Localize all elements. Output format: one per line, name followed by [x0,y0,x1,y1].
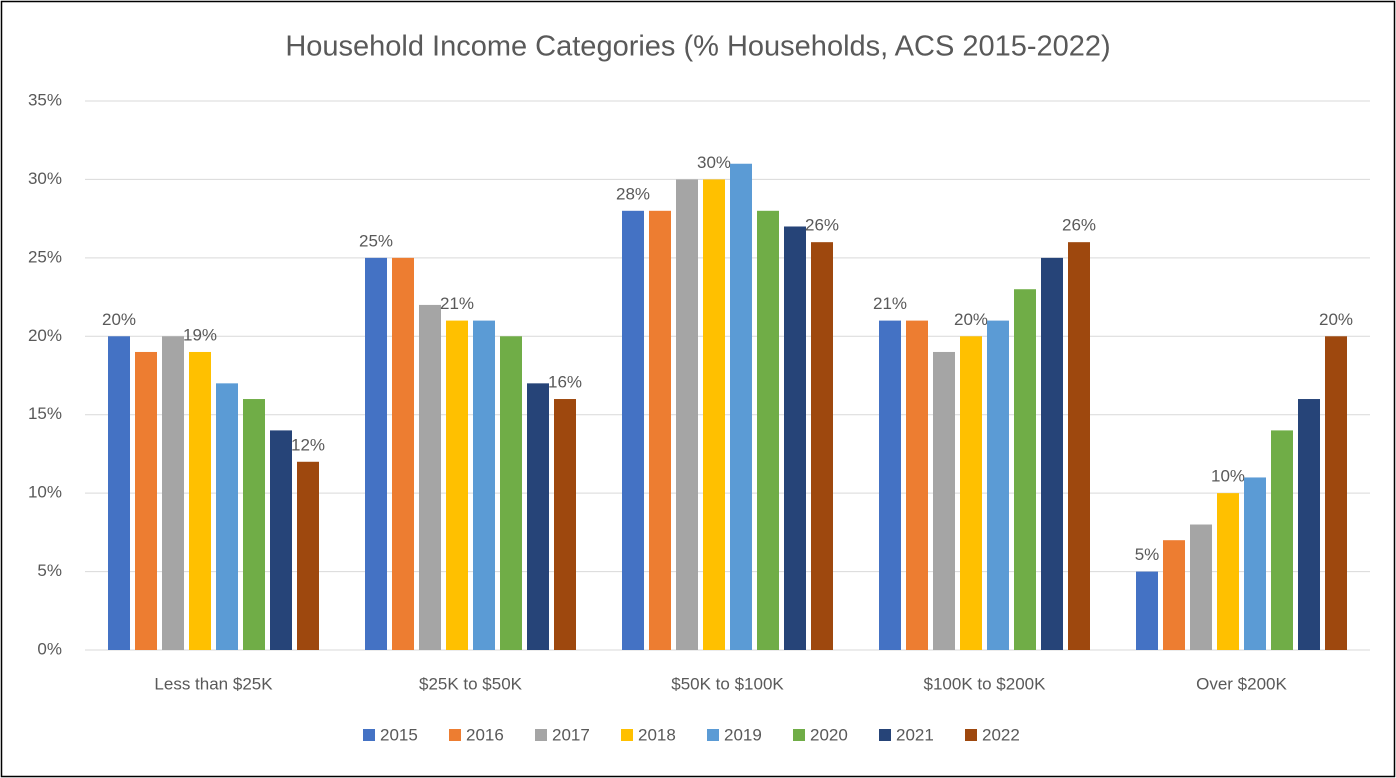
bar [1068,242,1090,650]
legend-swatch [879,729,891,741]
legend-swatch [449,729,461,741]
bar [676,179,698,650]
bar [784,226,806,650]
bar [392,257,414,650]
bar [446,320,468,650]
chart-title: Household Income Categories (% Household… [285,31,1110,63]
data-label: 21% [440,294,474,313]
x-tick-label: $100K to $200K [924,674,1047,693]
y-tick-label: 15% [28,404,62,423]
legend-swatch [621,729,633,741]
legend-swatch [793,729,805,741]
y-tick-label: 35% [28,90,62,109]
data-label: 20% [1319,310,1353,329]
data-label: 30% [697,153,731,172]
bar [500,336,522,650]
bar [703,179,725,650]
bar [554,399,576,650]
legend-swatch [707,729,719,741]
data-label: 16% [548,373,582,392]
y-tick-label: 25% [28,247,62,266]
legend-swatch [535,729,547,741]
bar [270,430,292,650]
bar [108,336,130,650]
y-tick-label: 5% [37,561,62,580]
legend-label: 2020 [810,725,848,744]
legend-label: 2019 [724,725,762,744]
legend-label: 2018 [638,725,676,744]
y-tick-label: 10% [28,483,62,502]
bar [757,210,779,651]
legend-label: 2017 [552,725,590,744]
data-label: 10% [1211,467,1245,486]
data-label: 20% [954,310,988,329]
bar [162,336,184,650]
data-label: 21% [873,294,907,313]
data-label: 19% [183,325,217,344]
bar [1325,336,1347,650]
x-tick-label: Less than $25K [154,674,273,693]
x-tick-label: Over $200K [1196,674,1287,693]
data-label: 25% [359,231,393,250]
x-tick-label: $25K to $50K [419,674,523,693]
bar [1217,493,1239,650]
bar [1014,289,1036,650]
bar [933,351,955,650]
bar [622,210,644,651]
bar [1136,571,1158,650]
bar [216,383,238,650]
data-label: 20% [102,310,136,329]
bar [243,399,265,650]
legend-swatch [965,729,977,741]
x-tick-label: $50K to $100K [671,674,784,693]
bar [1163,540,1185,650]
bar [473,320,495,650]
bar [527,383,549,650]
y-tick-label: 0% [37,639,62,658]
data-label: 26% [805,216,839,235]
bar [1244,477,1266,650]
bar [189,351,211,650]
bar [1298,399,1320,650]
data-label: 26% [1062,216,1096,235]
bar [730,163,752,650]
bar [987,320,1009,650]
bar [135,351,157,650]
bar [1190,524,1212,650]
bar [879,320,901,650]
y-tick-label: 20% [28,326,62,345]
bar [365,257,387,650]
legend-label: 2021 [896,725,934,744]
legend-label: 2022 [982,725,1020,744]
data-label: 12% [291,435,325,454]
legend-swatch [363,729,375,741]
bar [297,461,319,650]
data-label: 5% [1135,545,1160,564]
data-label: 28% [616,184,650,203]
legend-label: 2016 [466,725,504,744]
legend-label: 2015 [380,725,418,744]
bar [649,210,671,651]
bar [960,336,982,650]
bar [811,242,833,650]
bar [419,304,441,650]
bar [1271,430,1293,650]
bar [906,320,928,650]
y-tick-label: 30% [28,169,62,188]
bar [1041,257,1063,650]
